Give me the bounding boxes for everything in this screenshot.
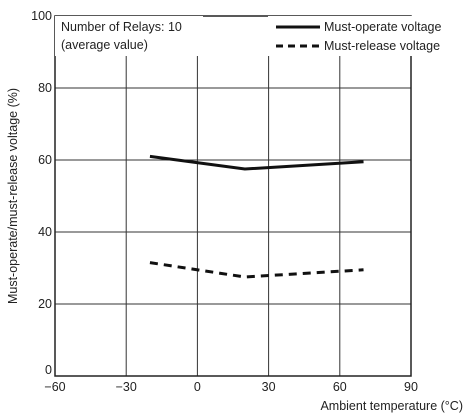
y-tick-label: 0 [45, 363, 52, 377]
x-axis-label: Ambient temperature (°C) [320, 399, 463, 413]
x-tick-label: −60 [44, 380, 65, 394]
legend-box [268, 16, 467, 56]
x-tick-label: 60 [333, 380, 347, 394]
x-tick-label: 0 [194, 380, 201, 394]
y-tick-labels: 0 20 40 60 80 100 [31, 9, 52, 377]
y-tick-label: 100 [31, 9, 52, 23]
x-tick-label: 90 [404, 380, 418, 394]
series-line-must-release [149, 261, 364, 279]
y-tick-label: 40 [38, 225, 52, 239]
x-tick-labels: −60 −30 0 30 60 90 [44, 380, 418, 394]
annotation-box [55, 16, 203, 56]
series-lines [149, 154, 364, 279]
y-tick-label: 20 [38, 297, 52, 311]
y-tick-label: 60 [38, 153, 52, 167]
plot-frame [54, 15, 412, 377]
legend-label-must-operate: Must-operate voltage [324, 20, 441, 34]
grid-lines [55, 16, 411, 376]
legend-label-must-release: Must-release voltage [324, 39, 440, 53]
y-axis-label: Must-operate/must-release voltage (%) [6, 88, 20, 304]
y-tick-label: 80 [38, 81, 52, 95]
annotation-line-2: (average value) [61, 38, 148, 52]
x-tick-label: 30 [262, 380, 276, 394]
annotation-line-1: Number of Relays: 10 [61, 20, 182, 34]
series-line-must-operate [149, 154, 364, 171]
x-tick-label: −30 [116, 380, 137, 394]
